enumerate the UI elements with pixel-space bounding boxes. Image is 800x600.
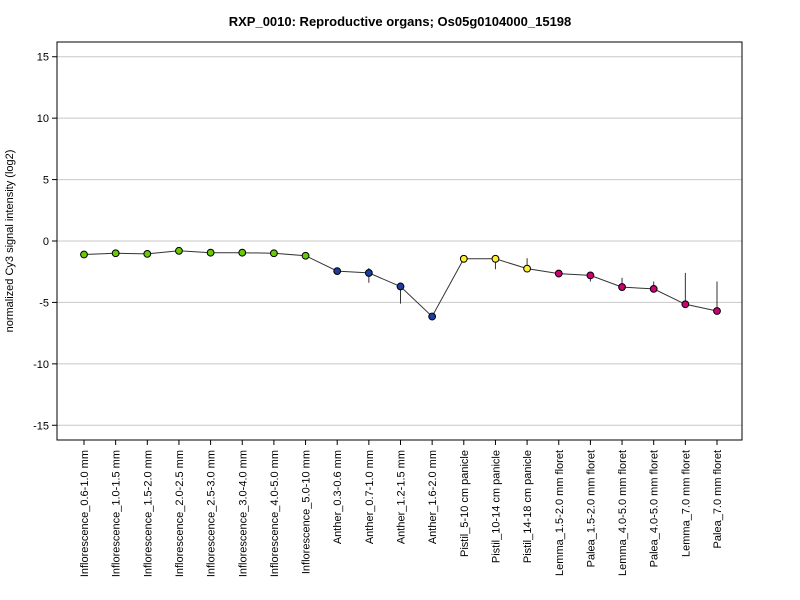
x-tick-label: Anther_0.3-0.6 mm (332, 450, 344, 544)
data-point (175, 246, 183, 255)
data-point (206, 248, 215, 257)
data-point (333, 267, 342, 275)
data-point (618, 283, 626, 291)
data-point (111, 249, 120, 258)
x-tick-label: Palea_7.0 mm floret (712, 450, 724, 548)
x-tick-label: Inflorescence_1.0-1.5 mm (111, 450, 123, 577)
grid-lines (57, 56, 742, 426)
data-point (459, 254, 468, 263)
x-tick-label: Anther_1.6-2.0 mm (427, 450, 439, 544)
y-tick-label: 15 (37, 52, 49, 64)
data-point (396, 282, 405, 291)
x-tick-label: Lemma_7.0 mm floret (680, 450, 692, 557)
data-point (491, 254, 500, 263)
data-point (143, 249, 152, 258)
x-tick-label: Inflorescence_5.0-10 mm (301, 450, 313, 574)
x-tick-label: Inflorescence_4.0-5.0 mm (269, 450, 281, 577)
x-tick-label: Palea_4.0-5.0 mm floret (649, 450, 661, 567)
data-point (364, 269, 373, 277)
x-tick-label: Inflorescence_1.5-2.0 mm (142, 450, 154, 577)
data-point (238, 248, 247, 257)
y-axis-label: normalized Cy3 signal intensity (log2) (4, 150, 16, 333)
y-axis: -15 -10 -5 0 5 10 15 (33, 52, 57, 432)
y-tick-label: -5 (39, 297, 49, 309)
y-tick-label: -10 (33, 359, 49, 371)
y-tick-label: 5 (43, 175, 49, 187)
data-points (80, 246, 721, 321)
error-bars (368, 258, 718, 312)
x-tick-label: Inflorescence_0.6-1.0 mm (79, 450, 91, 577)
data-point (713, 307, 721, 315)
x-tick-label: Lemma_4.0-5.0 mm floret (617, 450, 629, 576)
data-point (428, 312, 437, 321)
x-tick-label: Inflorescence_2.5-3.0 mm (206, 450, 218, 577)
data-point (301, 251, 310, 260)
x-tick-label: Pistil_5-10 cm panicle (459, 450, 471, 557)
data-point (270, 249, 278, 258)
data-point (649, 285, 658, 293)
data-point (554, 269, 563, 278)
x-tick-label: Pistil_10-14 cm panicle (490, 450, 502, 563)
y-tick-label: -15 (33, 420, 49, 432)
data-point (681, 300, 690, 309)
x-tick-label: Inflorescence_2.0-2.5 mm (174, 450, 186, 577)
x-tick-label: Lemma_1.5-2.0 mm floret (554, 450, 566, 576)
data-point (523, 264, 531, 273)
x-tick-label: Pistil_14-18 cm panicle (522, 450, 534, 563)
x-tick-label: Palea_1.5-2.0 mm floret (585, 450, 597, 567)
chart-title: RXP_0010: Reproductive organs; Os05g0104… (229, 14, 572, 29)
data-point (80, 250, 88, 259)
y-tick-label: 0 (43, 236, 49, 248)
x-axis: Inflorescence_0.6-1.0 mm Inflorescence_1.… (79, 440, 724, 577)
x-tick-label: Inflorescence_3.0-4.0 mm (237, 450, 249, 577)
x-tick-label: Anther_0.7-1.0 mm (364, 450, 376, 544)
y-tick-label: 10 (37, 113, 49, 125)
x-tick-label: Anther_1.2-1.5 mm (396, 450, 408, 544)
data-point (586, 271, 595, 280)
